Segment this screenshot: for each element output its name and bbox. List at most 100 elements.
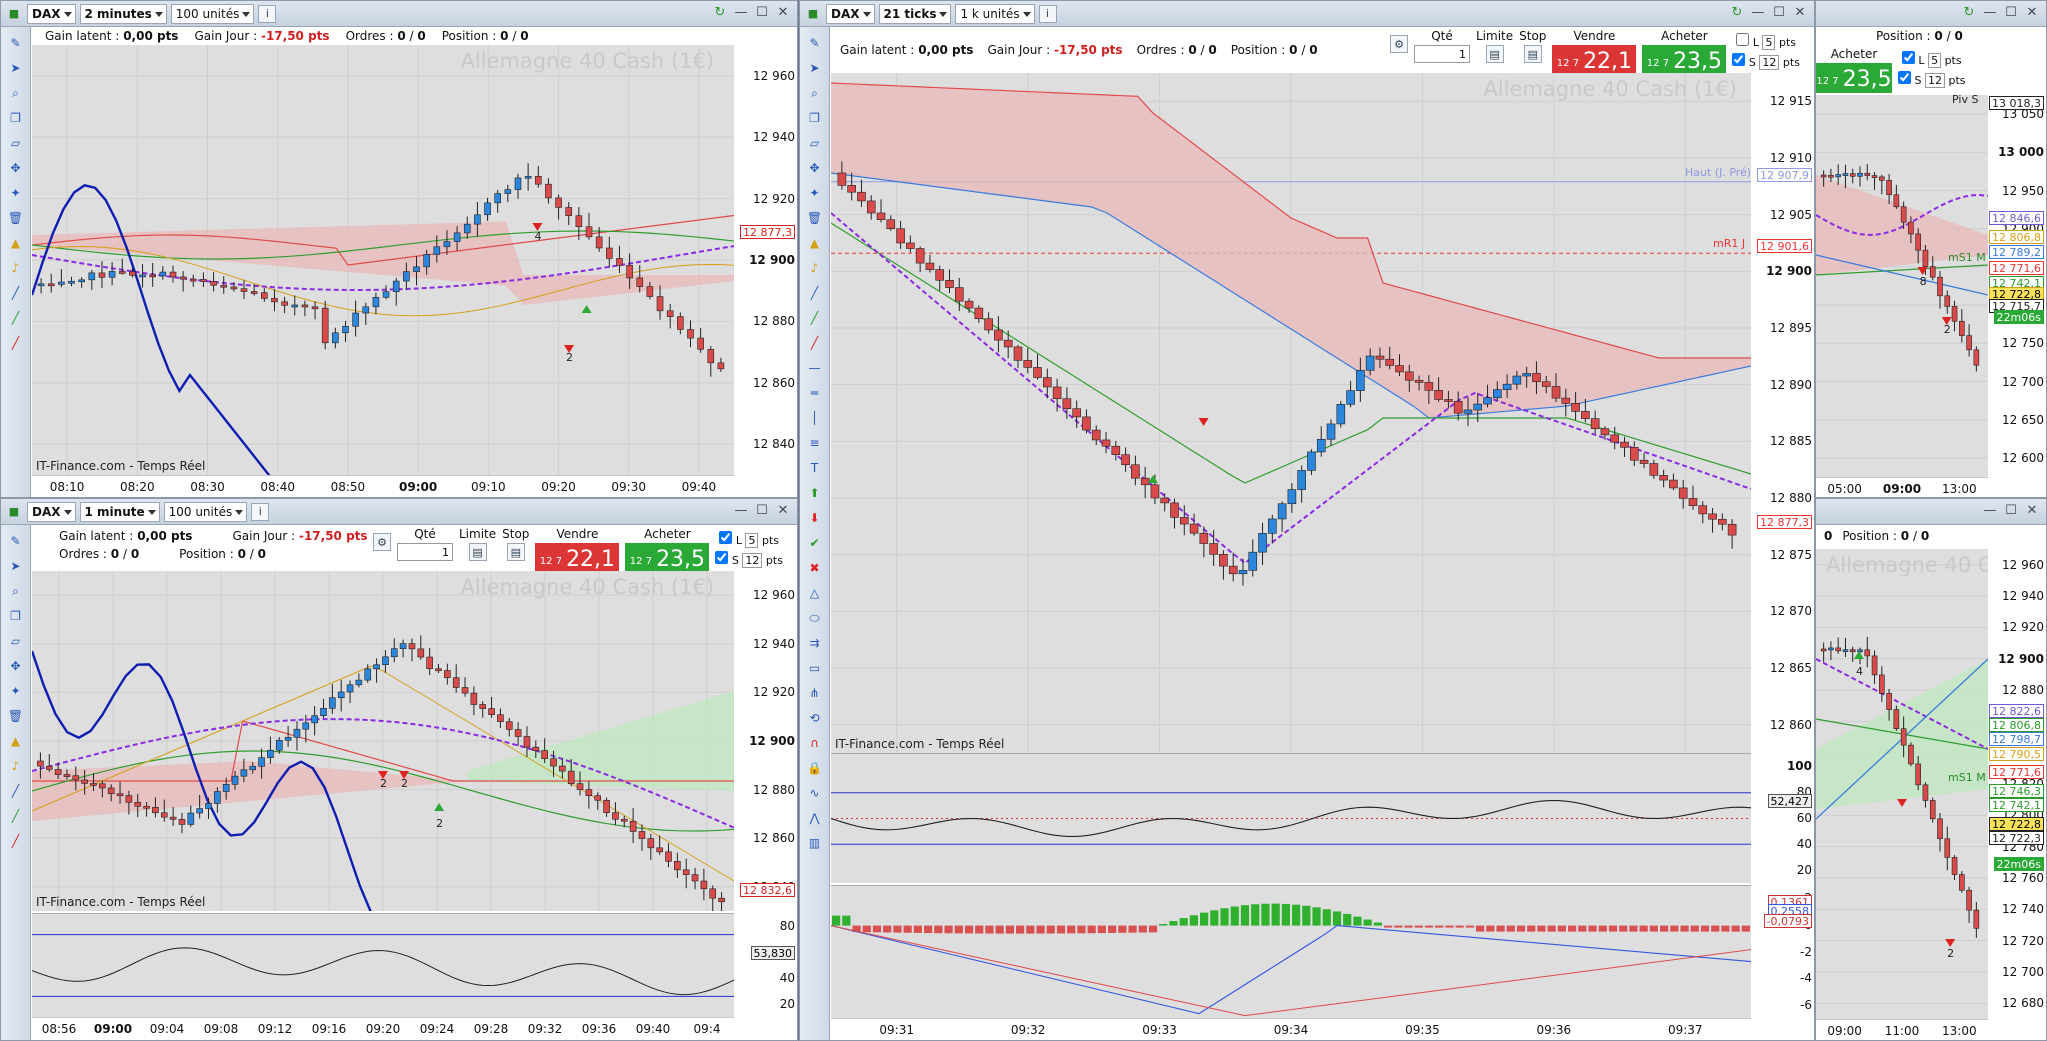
stop-order-button[interactable]: ▤ [1523, 45, 1542, 63]
minimize-icon[interactable]: — [734, 4, 748, 20]
up-arrow-icon[interactable]: ⬆ [809, 486, 820, 500]
cursor-icon[interactable]: ➤ [10, 559, 21, 573]
cursor-icon[interactable]: ➤ [809, 61, 820, 75]
cursor-icon[interactable]: ➤ [10, 61, 21, 75]
ellipse-icon[interactable]: ⬭ [809, 611, 820, 625]
trend-icon[interactable]: ╱ [11, 809, 20, 823]
lock-icon[interactable]: 🔒 [807, 761, 822, 775]
price-chart-area[interactable]: Allemagne 40 Cash (1€) IT-Finance.com - … [32, 571, 734, 911]
stochastic-area[interactable] [831, 753, 1751, 883]
maximize-icon[interactable]: ☐ [2005, 502, 2017, 518]
instrument-select[interactable]: DAX [826, 3, 875, 24]
sell-button[interactable]: 12 7 22,1 [535, 543, 620, 573]
price-chart-area[interactable]: Allemagne 40 Cash (1€) 4 2 mS1 M [1816, 549, 1988, 1019]
trend-red-icon[interactable]: ╱ [810, 336, 819, 350]
info-icon[interactable]: i [1038, 4, 1057, 23]
period-select[interactable]: 2 minutes [79, 3, 167, 24]
units-select[interactable]: 100 unités [170, 3, 255, 24]
refresh-icon[interactable]: ↻ [1963, 4, 1975, 20]
zoom-icon[interactable]: ⌕ [12, 86, 19, 100]
copy-icon[interactable]: ❐ [10, 609, 21, 623]
trend-red-icon[interactable]: ╱ [11, 336, 20, 350]
price-chart-area[interactable]: Allemagne 40 Cash (1€) IT-Finance.com - … [831, 73, 1751, 753]
minimize-icon[interactable]: — [1983, 502, 1997, 518]
magic-icon[interactable]: ✦ [10, 186, 21, 200]
buy-button[interactable]: 12 7 23,5 [625, 543, 710, 573]
copy-icon[interactable]: ❐ [809, 111, 820, 125]
price-chart-area[interactable]: 8 2 Piv S mS1 M [1816, 95, 1988, 477]
maximize-icon[interactable]: ☐ [1773, 4, 1785, 20]
pen-icon[interactable]: ✎ [10, 36, 21, 50]
move-icon[interactable]: ✥ [809, 161, 820, 175]
units-select[interactable]: 100 unités [163, 501, 248, 522]
wave-icon[interactable]: ∿ [809, 786, 820, 800]
zoom-icon[interactable]: ⌕ [811, 86, 818, 100]
pen-icon[interactable]: ✎ [809, 36, 820, 50]
stop-checkbox[interactable] [715, 551, 729, 564]
oscillator-area[interactable] [32, 913, 734, 1017]
close-icon[interactable]: ✕ [2026, 4, 2038, 20]
bell-icon[interactable]: ♪ [11, 261, 20, 275]
line-icon[interactable]: ╱ [810, 286, 819, 300]
bars-icon[interactable]: ▥ [808, 836, 821, 850]
limit-order-button[interactable]: ▤ [1485, 45, 1504, 63]
move-icon[interactable]: ✥ [10, 659, 21, 673]
move-icon[interactable]: ✥ [10, 161, 21, 175]
macd-area[interactable] [831, 885, 1751, 1018]
sell-button[interactable]: 12 7 22,1 [1552, 45, 1637, 75]
arrows-icon[interactable]: ⇉ [809, 636, 820, 650]
ruler-icon[interactable]: ▱ [10, 136, 21, 150]
bell-icon[interactable]: ♪ [810, 261, 819, 275]
trend-icon[interactable]: ╱ [11, 311, 20, 325]
period-select[interactable]: 21 ticks [878, 3, 952, 24]
trash-icon[interactable]: 🗑 [7, 709, 24, 723]
copy-icon[interactable]: ❐ [10, 111, 21, 125]
ruler-icon[interactable]: ▱ [10, 634, 21, 648]
magnet-icon[interactable]: ∩ [810, 736, 819, 750]
trend-icon[interactable]: ╱ [810, 311, 819, 325]
cross-icon[interactable]: ✖ [809, 561, 820, 575]
check-icon[interactable]: ✔ [809, 536, 820, 550]
fib-icon[interactable]: ≡ [809, 436, 820, 450]
limit-checkbox[interactable] [1736, 33, 1750, 46]
trash-icon[interactable]: 🗑 [806, 211, 823, 225]
vline-icon[interactable]: │ [810, 411, 819, 425]
trash-icon[interactable]: 🗑 [7, 211, 24, 225]
minimize-icon[interactable]: — [1983, 4, 1997, 20]
magic-icon[interactable]: ✦ [10, 684, 21, 698]
zigzag-icon[interactable]: ⋀ [809, 811, 820, 825]
channel-icon[interactable]: ═ [810, 386, 819, 400]
maximize-icon[interactable]: ☐ [756, 502, 768, 518]
alert-icon[interactable]: ▲ [10, 236, 21, 250]
refresh-icon[interactable]: ↻ [1731, 4, 1743, 20]
quantity-input[interactable] [1414, 45, 1470, 63]
instrument-select[interactable]: DAX [27, 501, 76, 522]
stop-order-button[interactable]: ▤ [506, 543, 525, 561]
minimize-icon[interactable]: — [1751, 4, 1765, 20]
close-icon[interactable]: ✕ [777, 4, 789, 20]
maximize-icon[interactable]: ☐ [2005, 4, 2017, 20]
close-icon[interactable]: ✕ [2026, 502, 2038, 518]
down-arrow-icon[interactable]: ⬇ [809, 511, 820, 525]
buy-button[interactable]: 12 7 23,5 [1816, 63, 1892, 93]
refresh-icon[interactable]: ↻ [714, 4, 726, 20]
maximize-icon[interactable]: ☐ [756, 4, 768, 20]
triangle-icon[interactable]: △ [809, 586, 820, 600]
alert-icon[interactable]: ▲ [10, 734, 21, 748]
price-chart-area[interactable]: Allemagne 40 Cash (1€) IT-Finance.com - … [32, 45, 734, 475]
wrench-icon[interactable]: ⚙ [1390, 35, 1408, 53]
alert-icon[interactable]: ▲ [809, 236, 820, 250]
limit-order-button[interactable]: ▤ [468, 543, 487, 561]
close-icon[interactable]: ✕ [1794, 4, 1806, 20]
zoom-icon[interactable]: ⌕ [12, 584, 19, 598]
text-icon[interactable]: T [810, 461, 819, 475]
line-icon[interactable]: ╱ [11, 286, 20, 300]
close-icon[interactable]: ✕ [777, 502, 789, 518]
units-select[interactable]: 1 k unités [955, 3, 1035, 24]
pitchfork-icon[interactable]: ⋔ [809, 686, 820, 700]
rect-icon[interactable]: ▭ [808, 661, 821, 675]
quantity-input[interactable] [397, 543, 453, 561]
stop-checkbox[interactable] [1732, 53, 1746, 66]
hline-icon[interactable]: — [808, 361, 821, 375]
minimize-icon[interactable]: — [734, 502, 748, 518]
